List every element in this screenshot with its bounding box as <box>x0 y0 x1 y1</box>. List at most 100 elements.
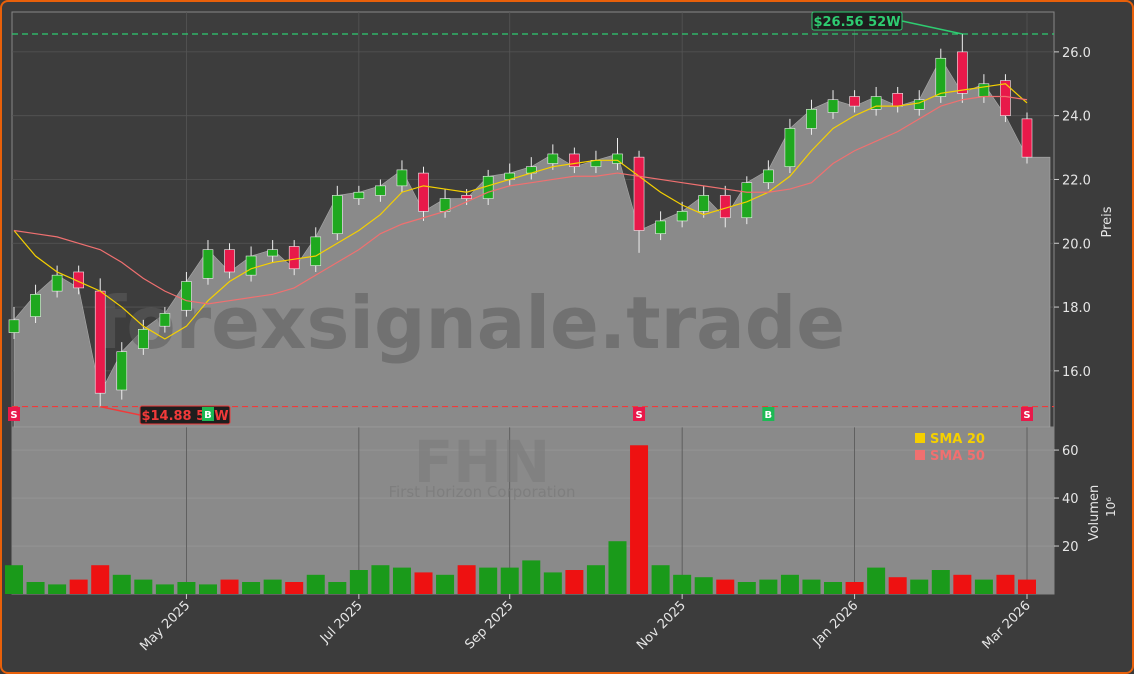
y-tick-label: 20.0 <box>1062 237 1091 252</box>
volume-bar <box>48 584 67 594</box>
volume-bar <box>177 582 196 594</box>
signal-marker <box>1021 407 1033 421</box>
sma-line <box>13 83 1028 340</box>
candle-body <box>267 249 278 257</box>
candle-body <box>224 249 235 273</box>
volume-bar <box>565 570 584 594</box>
candle-body <box>547 153 559 164</box>
candle-body <box>461 195 472 199</box>
candle-body <box>1021 118 1033 158</box>
candle-body <box>116 351 128 391</box>
candle-body <box>94 290 106 394</box>
annotation-arrow <box>901 20 963 35</box>
volume-bar <box>26 582 45 594</box>
candle-body <box>1000 80 1011 116</box>
volume-bar <box>371 565 390 594</box>
candle-body <box>784 128 796 168</box>
volume-bar <box>500 567 519 594</box>
signal-marker <box>633 407 646 421</box>
legend-label: SMA 50 <box>930 449 985 464</box>
volume-bar <box>155 584 174 594</box>
x-tick-label: Mar 2026 <box>980 598 1034 652</box>
candle-body <box>138 329 149 349</box>
candle-body <box>698 195 710 212</box>
candle-body <box>633 156 645 231</box>
volume-bar <box>1018 579 1036 594</box>
watermark-symbol: FHN <box>414 428 551 496</box>
volume-bar <box>134 579 153 594</box>
volume-bar <box>479 567 498 594</box>
signal-label: B <box>765 410 773 421</box>
candle-body <box>957 51 968 94</box>
candle-body <box>353 191 365 199</box>
volume-bar <box>888 577 907 594</box>
volume-bar <box>586 565 605 594</box>
volume-bar <box>349 570 368 594</box>
volume-bar <box>263 579 282 594</box>
y-tick-label: 24.0 <box>1062 110 1091 125</box>
y-tick-label: 16.0 <box>1062 365 1091 380</box>
y-tick-label: 22.0 <box>1062 173 1091 188</box>
volume-bar <box>5 565 23 594</box>
volume-bar <box>608 541 627 594</box>
volume-bar <box>780 574 799 594</box>
candle-body <box>569 153 580 168</box>
volume-bar <box>306 574 325 594</box>
y2-tick-label: 20 <box>1062 540 1079 555</box>
volume-bar <box>414 572 433 594</box>
x-tick-label: Jul 2025 <box>317 598 366 647</box>
volume-bar <box>285 582 304 594</box>
legend-label: SMA 20 <box>930 432 985 447</box>
y-tick-label: 26.0 <box>1062 46 1091 61</box>
y2-tick-label: 60 <box>1062 444 1079 459</box>
candle-body <box>978 83 990 97</box>
volume-bar <box>694 577 713 594</box>
volume-bar <box>198 584 217 594</box>
candle-body <box>827 99 839 113</box>
volume-bar <box>112 574 131 594</box>
volume-bar <box>630 445 649 594</box>
volume-bar <box>522 560 541 594</box>
signal-marker <box>8 407 20 421</box>
candle-body <box>676 211 688 222</box>
x-tick-label: May 2025 <box>137 598 193 654</box>
candle-body <box>8 319 20 333</box>
signal-label: S <box>1023 410 1030 421</box>
annotation-arrow <box>100 405 141 416</box>
candle-body <box>396 169 408 187</box>
signal-marker <box>201 407 214 421</box>
candle-body <box>159 313 171 327</box>
volume-bar <box>69 579 88 594</box>
legend-swatch <box>915 433 925 443</box>
y2-tick-label: 40 <box>1062 492 1079 507</box>
volume-bar <box>91 565 110 594</box>
volume-bar <box>392 567 411 594</box>
candle-body <box>310 236 322 266</box>
annotation-label: $26.56 52W <box>813 15 900 30</box>
candle-body <box>51 274 63 292</box>
candle-body <box>418 172 429 212</box>
candle-body <box>202 249 214 279</box>
volume-bar <box>802 579 821 594</box>
volume-bar <box>867 567 886 594</box>
candle-body <box>331 195 343 234</box>
candle-body <box>30 294 41 317</box>
volume-bar <box>974 579 993 594</box>
volume-bar <box>737 582 756 594</box>
signal-label: B <box>204 410 212 421</box>
signal-label: S <box>635 410 642 421</box>
volume-bar <box>996 574 1015 594</box>
candle-body <box>763 169 774 183</box>
volume-bar <box>242 582 261 594</box>
candle-body <box>245 255 257 276</box>
volume-bar <box>220 579 239 594</box>
candle-body <box>892 93 903 107</box>
volume-bar <box>543 572 562 594</box>
volume-bar <box>910 579 929 594</box>
x-tick-label: Jan 2026 <box>810 598 862 650</box>
candle-body <box>913 99 925 110</box>
y2-axis-label: Volumen <box>1087 485 1102 542</box>
watermark-company: First Horizon Corporation <box>388 483 575 501</box>
signal-marker <box>762 407 775 421</box>
